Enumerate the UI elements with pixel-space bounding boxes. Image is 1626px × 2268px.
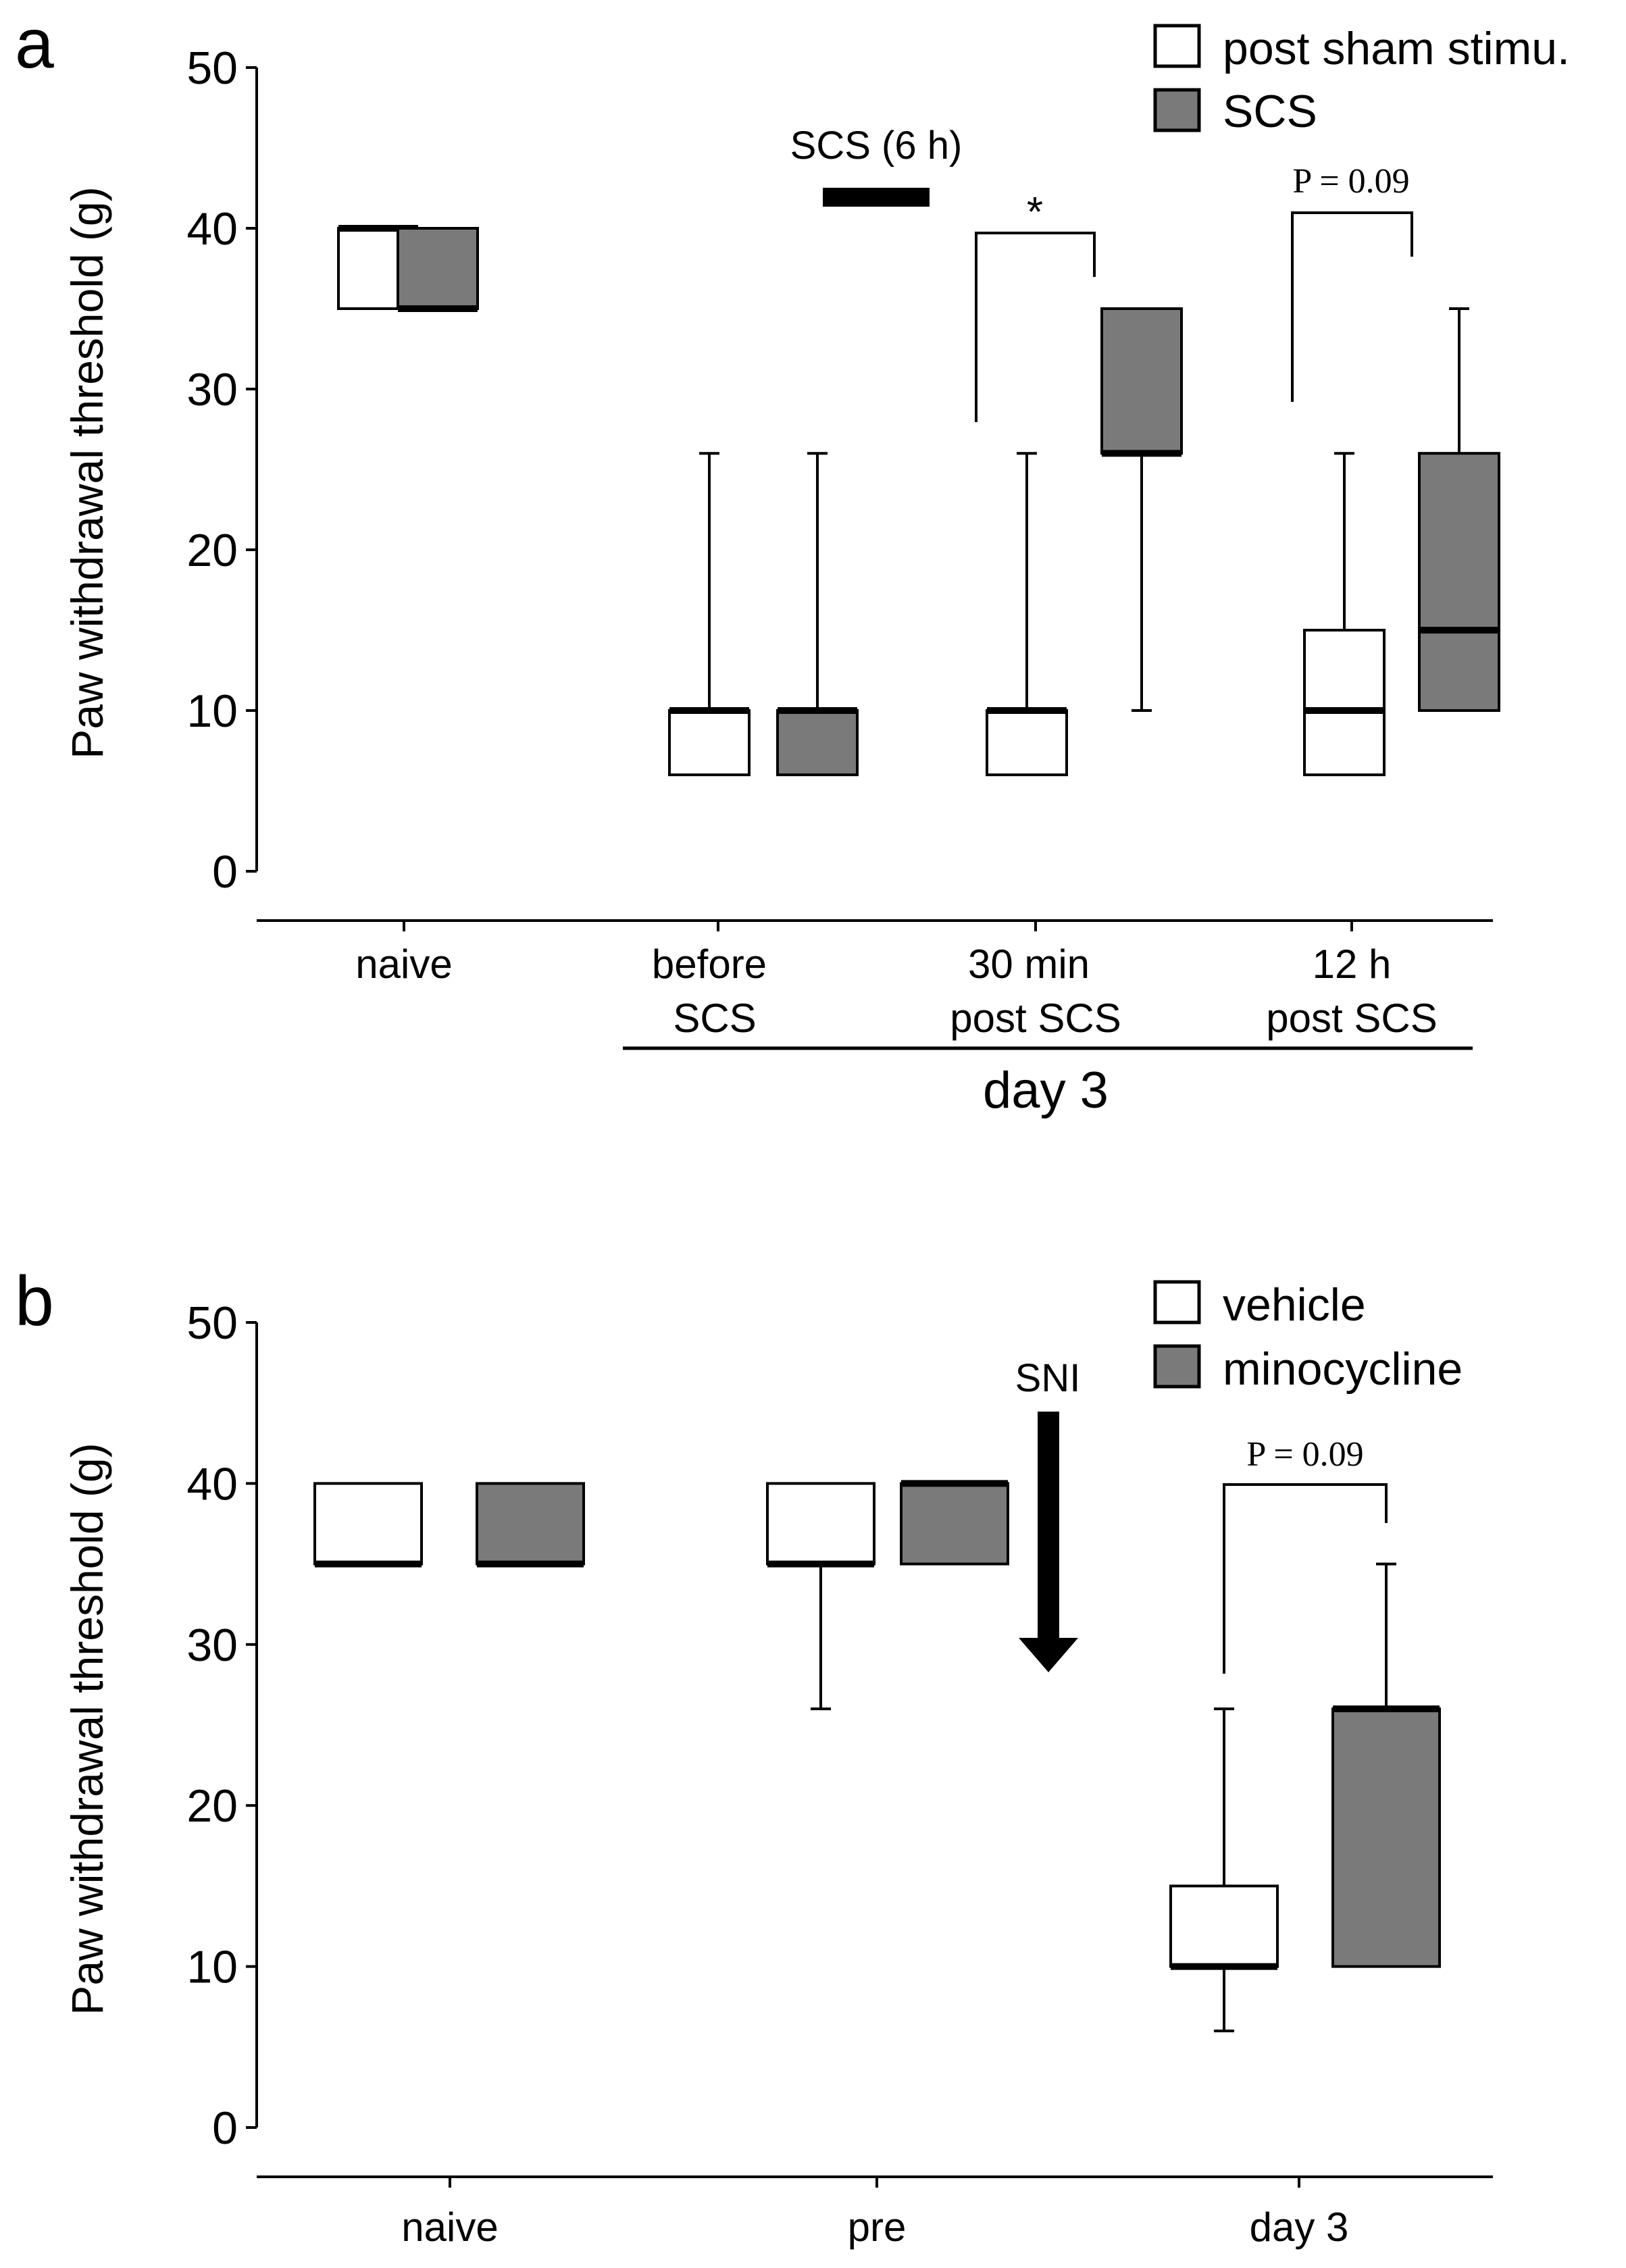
panel-b-y-tick-label-50: 50	[186, 1297, 238, 1349]
panel-a-scs-period-bar	[823, 188, 930, 207]
panel-b-filled-box-0-body	[476, 1482, 585, 1566]
panel-a-cat-before-line1: before	[652, 942, 767, 987]
panel-b-cat-day3: day 3	[1250, 2205, 1349, 2250]
panel-a-filled-box-2-body	[1100, 307, 1183, 455]
panel-b-filled-box-0	[476, 1482, 585, 1568]
panel-a-cat-12h-line2: post SCS	[1266, 996, 1437, 1041]
panel-a-p-value-label: P = 0.09	[1292, 162, 1409, 201]
panel-b-p-value-bracket	[1223, 1483, 1388, 1674]
panel-b-p-value-label: P = 0.09	[1246, 1435, 1363, 1474]
panel-b-open-box-1	[766, 1482, 875, 1711]
panel-a-legend: post sham stimu. SCS	[1153, 23, 1570, 137]
panel-b-y-axis: 0 10 20 30 40 50	[186, 1297, 258, 2154]
panel-b-legend-label-open: vehicle	[1223, 1279, 1366, 1331]
panel-a-legend-label-filled: SCS	[1223, 86, 1317, 137]
panel-a-filled-box-1-body	[776, 709, 859, 777]
panel-a-open-box-2-body	[986, 709, 1068, 777]
panel-b-sni-arrow-head	[1019, 1638, 1078, 1672]
panel-b-y-tick-label-30: 30	[186, 1620, 238, 1671]
panel-a-day3-group-label: day 3	[983, 1062, 1109, 1119]
panel-a-filled-box-1	[776, 452, 859, 777]
panel-b-cat-naive: naive	[401, 2205, 498, 2250]
panel-a-cat-30min-line1: 30 min	[968, 942, 1090, 987]
panel-b-sni-arrow-shaft	[1038, 1412, 1059, 1641]
panel-a-filled-box-3	[1418, 307, 1500, 712]
panel-a-y-tick-label-10: 10	[186, 686, 238, 737]
panel-a-cat-12h-line1: 12 h	[1313, 942, 1392, 987]
panel-a-y-tick-label-0: 0	[212, 846, 238, 898]
panel-a-y-tick-label-40: 40	[186, 203, 238, 255]
panel-a-filled-box-0-body	[397, 227, 479, 310]
panel-a-p-value-bracket	[1291, 211, 1413, 402]
panel-a-open-box-3-body	[1303, 629, 1386, 777]
panel-a-filled-box-0	[397, 227, 479, 312]
panel-a-cat-30min-line2: post SCS	[950, 996, 1121, 1041]
panel-b-y-tick-label-10: 10	[186, 1942, 238, 1993]
panel-b: b Paw withdrawal threshold (g) 0 10 20 30 40…	[15, 1262, 1493, 2250]
panel-b-x-ticks	[449, 2177, 1300, 2188]
panel-b-filled-box-2	[1331, 1562, 1441, 1968]
panel-a: a Paw withdrawal threshold (g) 0 10 20 30 40…	[15, 5, 1570, 1119]
panel-a-y-axis: 0 10 20 30 40 50	[186, 43, 258, 898]
panel-a-y-tick-label-30: 30	[186, 364, 238, 415]
panel-b-y-axis-title: Paw withdrawal threshold (g)	[62, 1443, 112, 2015]
panel-a-x-ticks	[403, 921, 1353, 931]
panel-b-open-box-2-body	[1169, 1884, 1279, 1968]
panel-a-letter: a	[15, 5, 54, 83]
panel-a-open-box-1	[668, 452, 751, 777]
panel-b-y-tick-label-40: 40	[186, 1458, 238, 1510]
panel-a-significance-bracket	[975, 232, 1096, 422]
panel-a-cat-before-line2: SCS	[673, 996, 756, 1041]
panel-a-y-tick-label-20: 20	[186, 525, 238, 576]
panel-b-letter: b	[15, 1262, 54, 1341]
panel-a-legend-label-open: post sham stimu.	[1223, 23, 1570, 74]
panel-a-boxes	[337, 225, 1500, 777]
panel-a-open-box-3	[1303, 452, 1386, 777]
panel-a-filled-box-3-body	[1418, 452, 1500, 712]
panel-b-filled-box-1	[900, 1480, 1009, 1566]
panel-b-open-box-2	[1169, 1707, 1279, 2032]
panel-b-open-box-1-body	[766, 1482, 875, 1566]
panel-a-y-axis-title: Paw withdrawal threshold (g)	[62, 186, 112, 758]
panel-a-legend-swatch-filled	[1153, 88, 1201, 132]
panel-b-y-tick-label-20: 20	[186, 1780, 238, 1832]
panel-a-scs-period-label: SCS (6 h)	[790, 124, 963, 167]
panel-a-open-box-2	[986, 452, 1068, 777]
panel-b-filled-box-1-body	[900, 1482, 1009, 1566]
panel-b-legend-label-filled: minocycline	[1223, 1343, 1463, 1395]
panel-b-y-tick-label-0: 0	[212, 2103, 238, 2154]
panel-b-cat-pre: pre	[848, 2205, 907, 2250]
panel-a-significance-star: *	[1027, 189, 1043, 236]
panel-b-legend-swatch-filled	[1153, 1344, 1201, 1389]
panel-a-y-tick-label-50: 50	[186, 43, 238, 94]
panel-a-legend-swatch-open	[1153, 24, 1201, 68]
panel-b-open-box-0	[313, 1482, 423, 1568]
panel-b-filled-box-2-body	[1331, 1707, 1441, 1968]
panel-a-filled-box-2	[1100, 307, 1183, 712]
panel-a-open-box-1-body	[668, 709, 751, 777]
panel-a-cat-naive: naive	[355, 942, 452, 987]
panel-b-boxes	[313, 1480, 1441, 2032]
panel-b-sni-label: SNI	[1015, 1356, 1081, 1400]
panel-b-open-box-0-body	[313, 1482, 423, 1566]
panel-b-legend: vehicle minocycline	[1153, 1279, 1463, 1395]
panel-b-legend-swatch-open	[1153, 1280, 1201, 1324]
